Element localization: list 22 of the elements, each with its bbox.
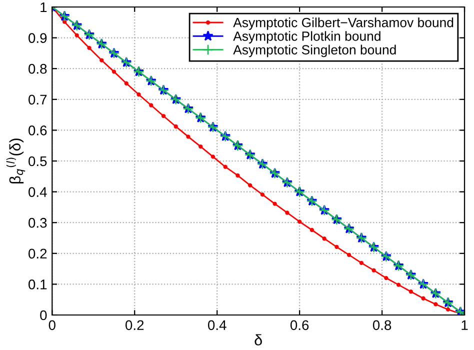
- legend-label: Asymptotic Gilbert−Varshamov bound: [233, 18, 454, 30]
- x-tick-label: 0.2: [126, 320, 144, 330]
- y-tick-label: 0.7: [28, 94, 47, 105]
- x-axis-title: δ: [254, 334, 262, 346]
- y-tick-label: 0.5: [28, 156, 47, 166]
- y-tick-label: 0.8: [28, 64, 47, 74]
- y-tick-label: 1: [40, 2, 47, 12]
- legend-label: Asymptotic Plotkin bound: [233, 31, 380, 44]
- y-axis-title: β$_{q}$$^{(l)}$(δ): [6, 138, 26, 184]
- legend-label: Asymptotic Singleton bound: [233, 44, 396, 58]
- x-tick-label: 0.4: [208, 320, 226, 330]
- y-tick-label: 0.3: [28, 218, 47, 228]
- y-tick-label: 0.4: [28, 187, 47, 197]
- y-tick-label: 0.1: [28, 280, 47, 290]
- x-tick-label: 0.6: [290, 320, 309, 330]
- y-tick-label: 0.2: [28, 248, 47, 259]
- x-tick-label: 0: [48, 320, 56, 330]
- x-tick-label: 0.8: [372, 320, 392, 330]
- y-tick-label: 0.6: [28, 126, 47, 136]
- x-tick-label: 1: [462, 320, 468, 330]
- y-tick-label: 0: [40, 310, 47, 320]
- y-tick-label: 0.9: [28, 33, 47, 43]
